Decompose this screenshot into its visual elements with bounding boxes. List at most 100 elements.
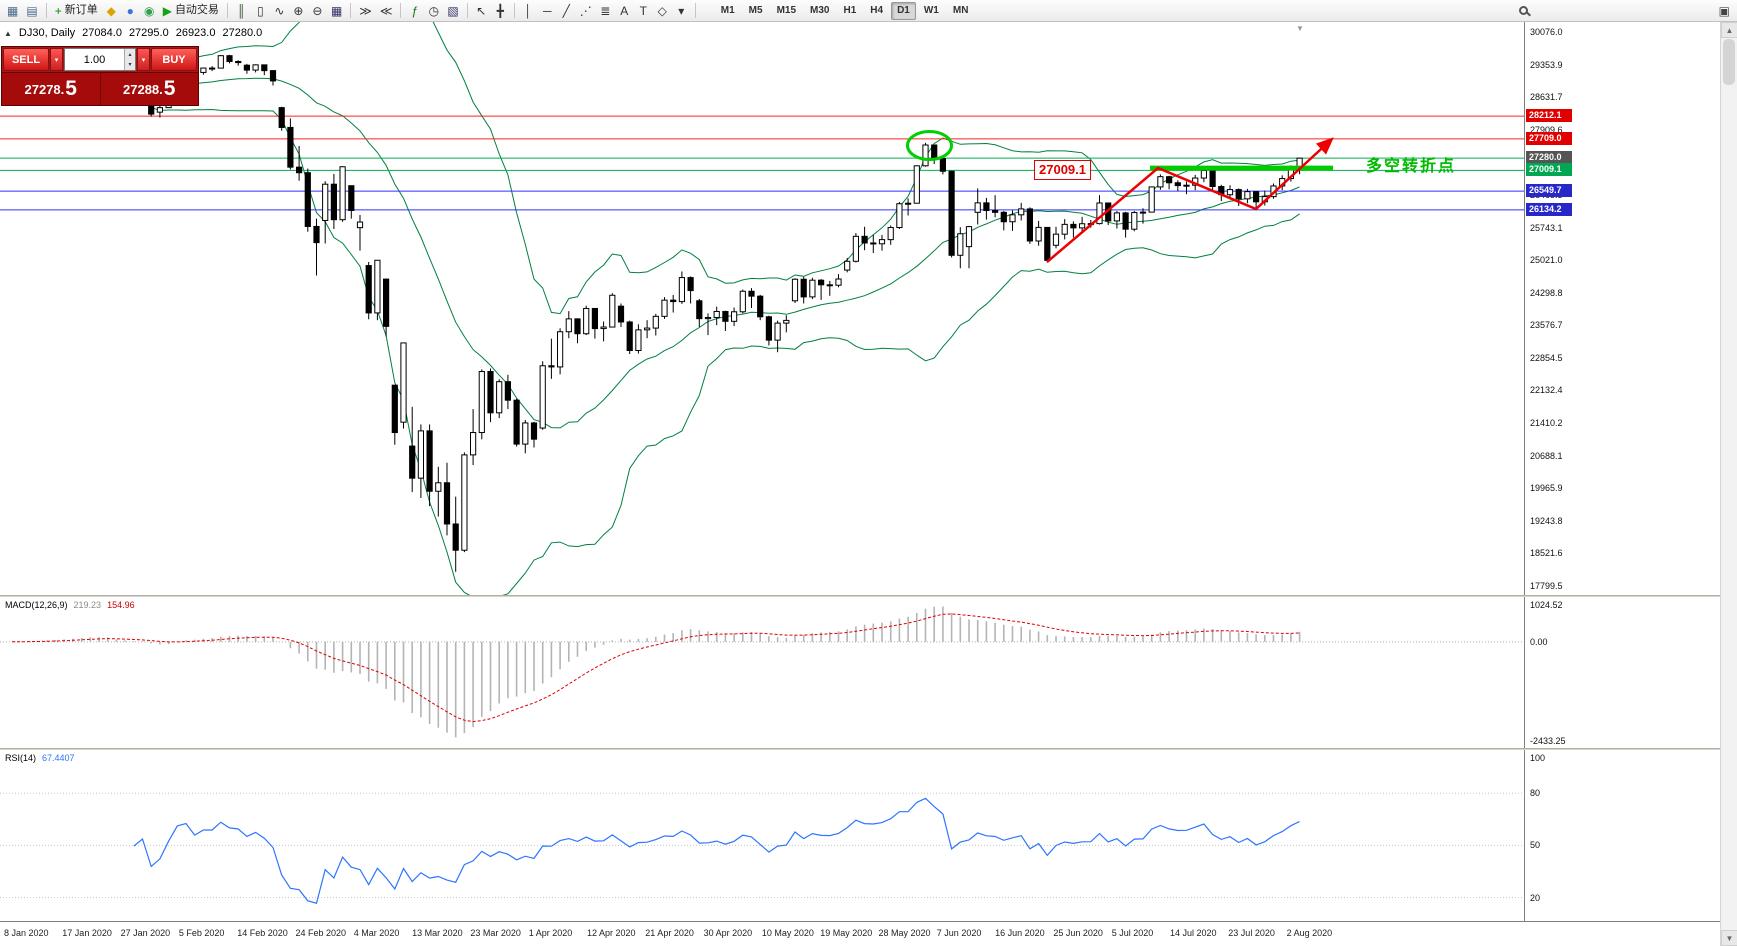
shapes-dropdown-icon[interactable]: ▾	[672, 1, 691, 20]
time-tick-label: 30 Apr 2020	[703, 928, 753, 938]
signals-icon[interactable]: ◉	[140, 1, 159, 20]
toolbar-separator	[45, 3, 47, 18]
ohlc-low: 26923.0	[175, 27, 216, 39]
time-tick-label: 25 Jun 2020	[1053, 928, 1103, 938]
timeframe-m15[interactable]: M15	[776, 5, 797, 16]
text-label-icon[interactable]: T	[634, 1, 653, 20]
rsi-panel[interactable]	[0, 749, 1524, 921]
zoom-out-icon[interactable]: ⊖	[308, 1, 327, 20]
text-icon: A	[620, 3, 629, 18]
macd-panel[interactable]	[0, 596, 1524, 748]
timeframe-m5[interactable]: M5	[748, 5, 763, 16]
cursor-icon[interactable]: ↖	[472, 1, 491, 20]
sell-options-dropdown[interactable]: ▾	[50, 48, 63, 71]
new-order-button[interactable]: + 新订单	[51, 1, 102, 20]
text-icon[interactable]: A	[615, 1, 634, 20]
timeframe-m1[interactable]: M1	[720, 5, 735, 16]
toolbar-separator	[466, 3, 468, 18]
scrollbar-thumb[interactable]	[1723, 39, 1735, 85]
macd-scale-zero: 0.00	[1530, 636, 1548, 647]
autotrade-button[interactable]: ▶ 自动交易	[159, 1, 223, 20]
indicators-icon[interactable]: ƒ	[405, 1, 424, 20]
new-order-icon: +	[54, 3, 62, 18]
crosshair-icon[interactable]: ╋	[491, 1, 510, 20]
channel-icon[interactable]: ⋰	[576, 1, 596, 20]
volume-down-button[interactable]: ▾	[125, 59, 135, 70]
new-window-icon[interactable]: ▣	[1718, 3, 1730, 18]
line-chart-icon[interactable]: ∿	[270, 1, 289, 20]
sell-button[interactable]: SELL	[3, 48, 49, 71]
indicators-icon: ƒ	[411, 3, 419, 18]
zoom-out-icon: ⊖	[312, 3, 323, 18]
time-tick-label: 14 Feb 2020	[237, 928, 288, 938]
buy-options-dropdown[interactable]: ▾	[137, 48, 150, 71]
shapes-icon[interactable]: ◇	[653, 1, 672, 20]
panel-splitter[interactable]	[0, 595, 1720, 597]
chart-shift-icon[interactable]: ≪	[376, 1, 397, 20]
volume-input[interactable]: 1.00	[83, 53, 106, 66]
sell-price[interactable]: 27278. 5	[2, 73, 101, 105]
periods-icon[interactable]: ◷	[424, 1, 443, 20]
buy-price[interactable]: 27288. 5	[123, 77, 176, 100]
profiles-icon[interactable]: ▤	[22, 1, 41, 20]
timeframe-toolbar: M1 M5 M15 M30 H1 H4 D1 W1 MN	[714, 1, 976, 20]
bar-chart-icon[interactable]: ║	[232, 1, 251, 20]
volume-up-button[interactable]: ▴	[125, 49, 135, 60]
vertical-scrollbar[interactable]: ▲ ▼	[1720, 22, 1737, 946]
crosshair-icon: ╋	[496, 3, 504, 18]
horizontal-line-icon[interactable]: ─	[538, 1, 557, 20]
tile-windows-icon[interactable]: ▦	[327, 1, 346, 20]
trade-panel-collapse-icon[interactable]: ▲	[4, 28, 12, 38]
candlestick-chart-icon[interactable]: ▯	[251, 1, 270, 20]
price-badge: 26134.2	[1526, 202, 1572, 216]
time-tick-label: 21 Apr 2020	[645, 928, 694, 938]
new-order-button-label: 新订单	[64, 4, 98, 16]
time-axis[interactable]: 8 Jan 2020 17 Jan 2020 27 Jan 2020 5 Feb 20…	[0, 921, 1720, 946]
time-tick-label: 12 Apr 2020	[587, 928, 636, 938]
autotrade-icon: ▶	[162, 3, 172, 18]
scroll-down-icon[interactable]: ▼	[1721, 930, 1737, 946]
time-tick-label: 1 Apr 2020	[528, 928, 573, 938]
symbol-label: DJ30, Daily	[18, 27, 76, 39]
tile-windows-icon: ▦	[330, 3, 343, 18]
fibonacci-icon[interactable]: ≣	[596, 1, 615, 20]
trendline-icon: ╱	[562, 3, 570, 18]
scroll-up-icon[interactable]: ▲	[1721, 22, 1737, 38]
price-tick-label: 24298.8	[1530, 287, 1563, 298]
price-axis[interactable]: 1024.52 0.00 -2433.25 30076.0 29353.9 2863…	[1524, 22, 1720, 921]
timeframe-h4[interactable]: H4	[870, 5, 884, 16]
timeframe-mn[interactable]: MN	[952, 5, 969, 16]
candlestick-chart-icon: ▯	[257, 3, 264, 18]
time-tick-label: 5 Jul 2020	[1111, 928, 1154, 938]
buy-button[interactable]: BUY	[151, 48, 197, 71]
time-tick-label: 28 May 2020	[878, 928, 931, 938]
price-tick-label: 27909.6	[1530, 124, 1563, 135]
rsi-scale-label: 50	[1530, 840, 1541, 851]
time-tick-label: 5 Feb 2020	[178, 928, 225, 938]
time-tick-label: 24 Feb 2020	[295, 928, 347, 938]
timeframe-h1[interactable]: H1	[843, 5, 857, 16]
search-icon[interactable]	[1514, 1, 1533, 20]
trendline-icon[interactable]: ╱	[557, 1, 576, 20]
price-chart[interactable]	[0, 22, 1524, 595]
profiles-icon: ▤	[26, 3, 38, 18]
chart-plot-area[interactable]	[0, 22, 1720, 921]
panel-splitter[interactable]	[0, 748, 1720, 750]
macd-scale-top: 1024.52	[1530, 600, 1563, 610]
metaeditor-icon[interactable]: ◆	[102, 1, 121, 20]
chart-ohlc-header: ▲ DJ30, Daily 27084.0 27295.0 26923.0 27…	[4, 27, 262, 39]
timeframe-m30[interactable]: M30	[810, 5, 830, 16]
zoom-in-icon[interactable]: ⊕	[289, 1, 308, 20]
shapes-icon: ◇	[657, 3, 667, 18]
toolbar-separator	[694, 3, 696, 18]
vertical-line-icon[interactable]: │	[519, 1, 538, 20]
turning-point-annotation: 多空转折点	[1366, 158, 1457, 175]
timeframe-d1[interactable]: D1	[891, 1, 916, 20]
toolbar-separator	[513, 3, 515, 18]
templates-icon[interactable]: ▧	[443, 1, 462, 20]
auto-scroll-icon[interactable]: ≫	[355, 1, 376, 20]
timeframe-w1[interactable]: W1	[923, 5, 939, 16]
market-icon[interactable]: ●	[121, 1, 140, 20]
time-tick-label: 23 Jul 2020	[1228, 928, 1275, 938]
new-chart-icon[interactable]: ▦	[3, 1, 22, 20]
